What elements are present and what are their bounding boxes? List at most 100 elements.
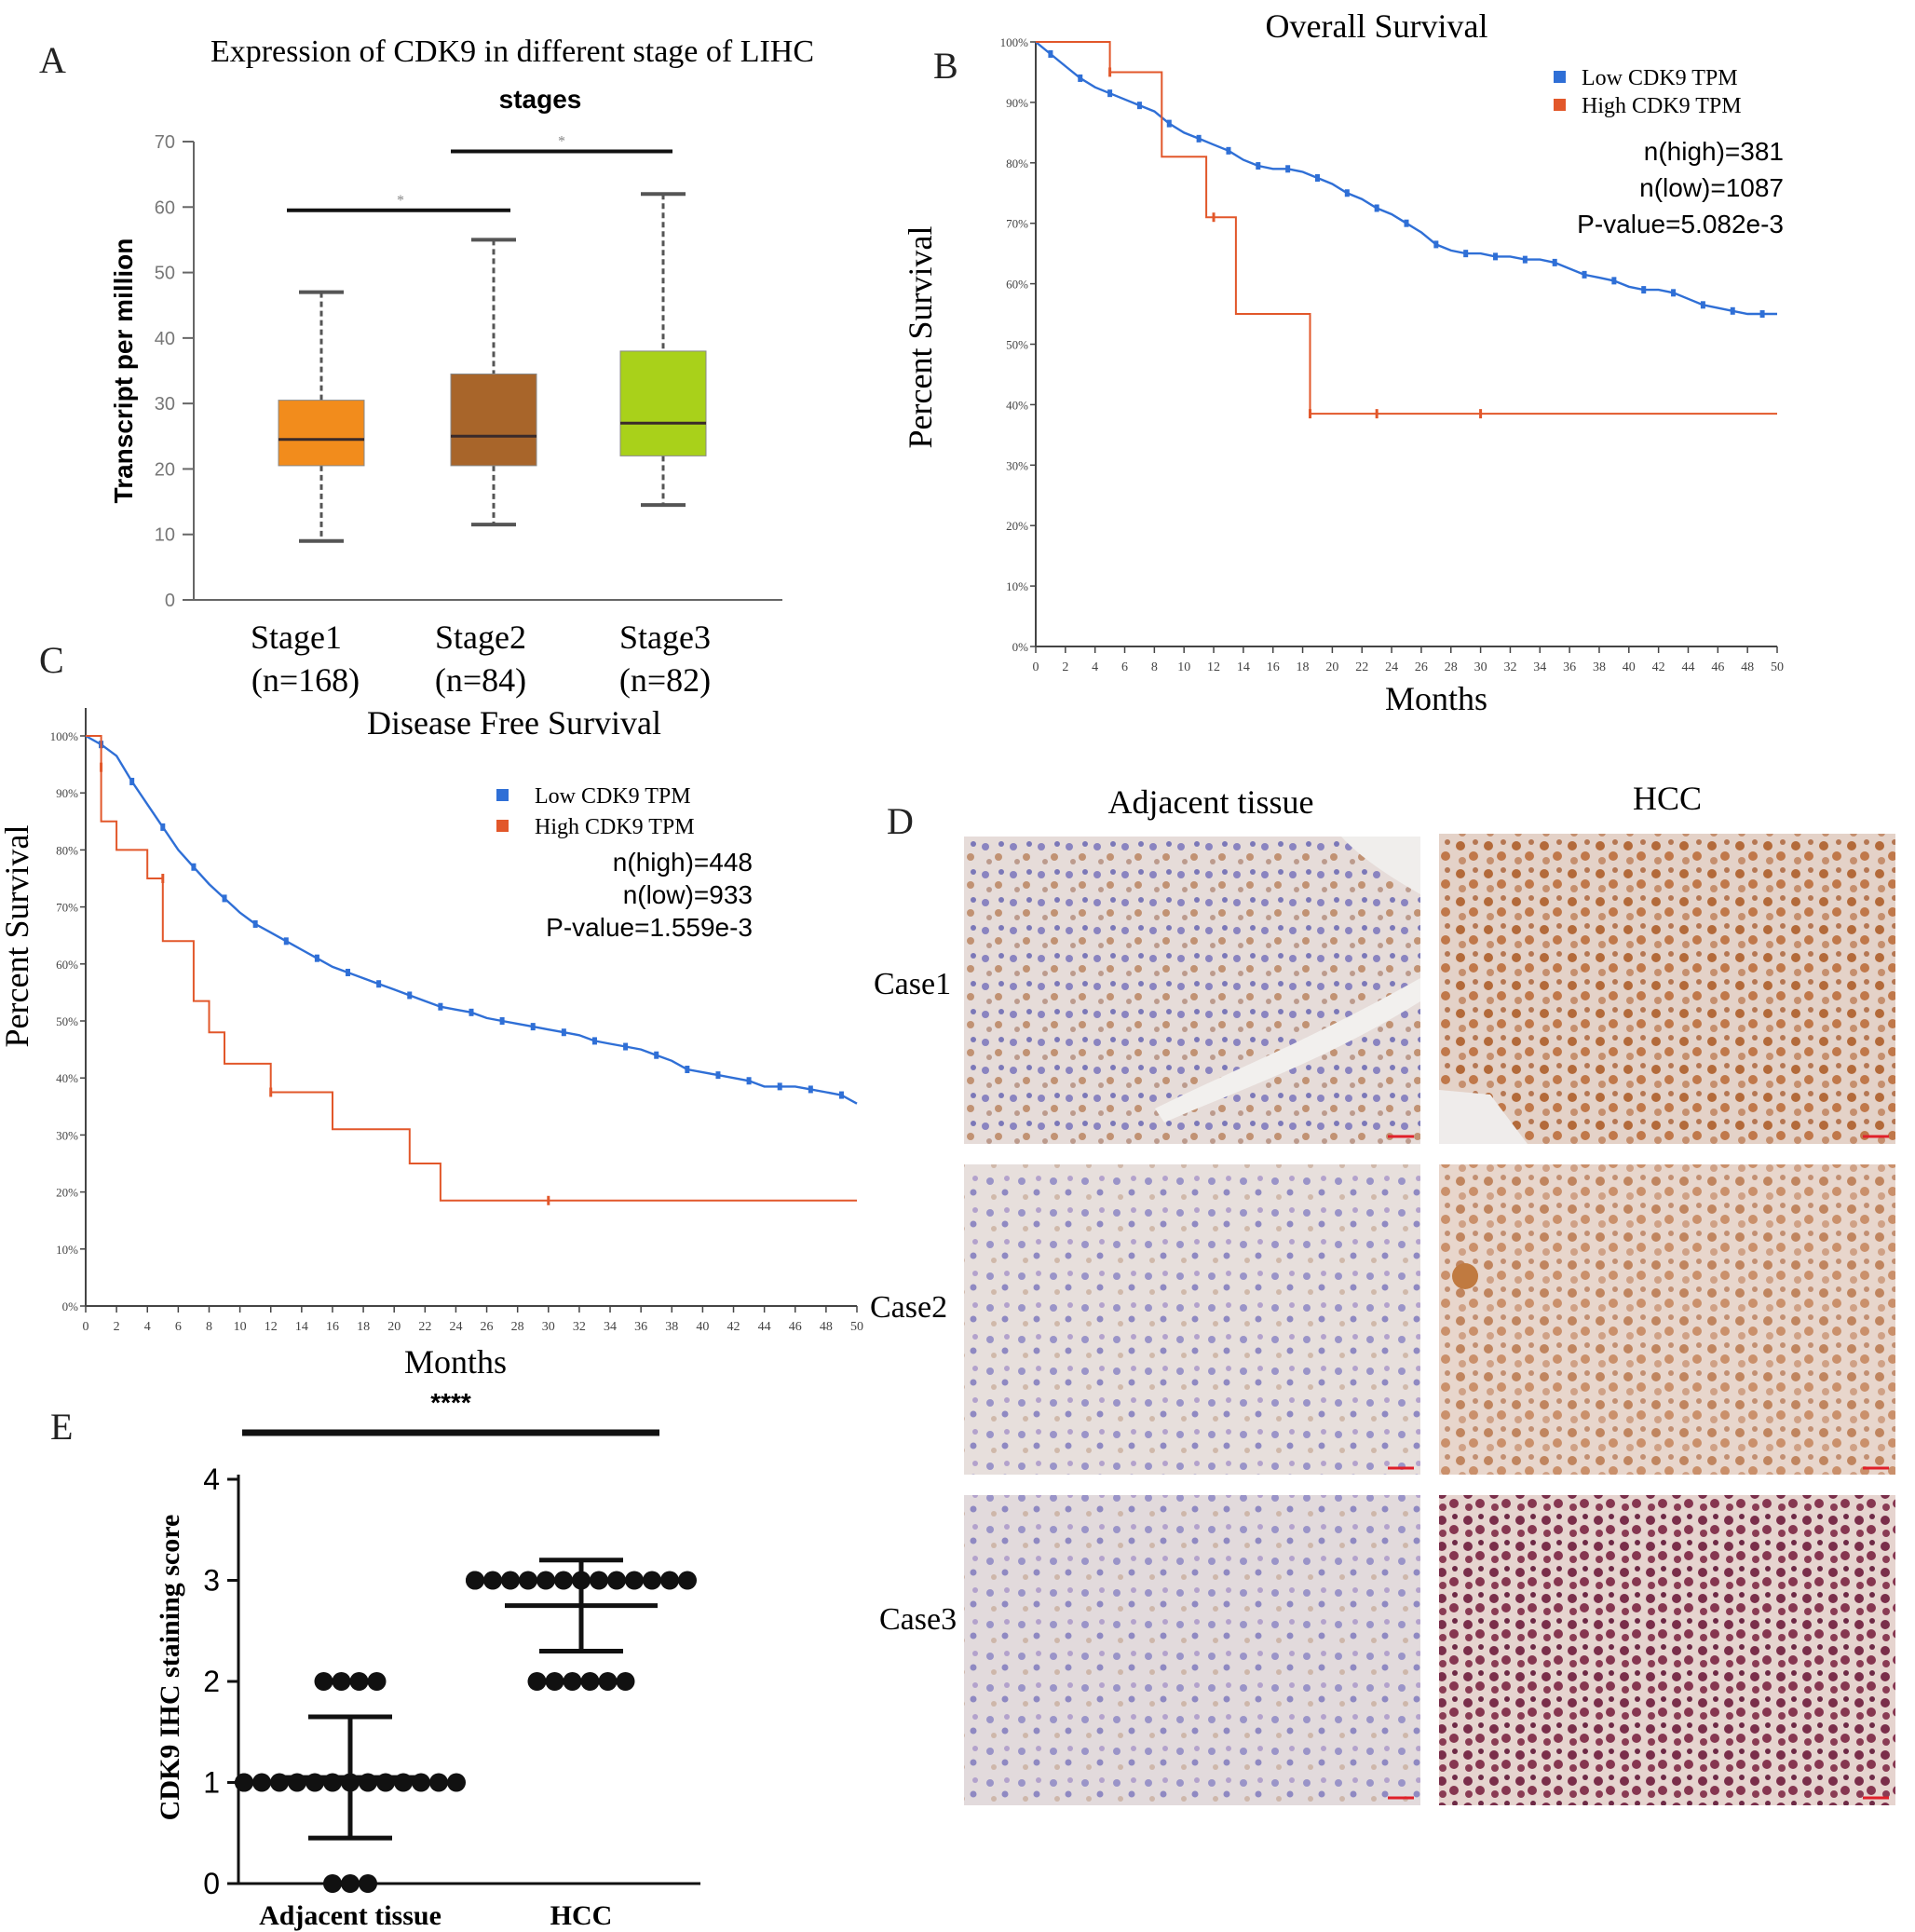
x-category-label: Stage2 (435, 619, 526, 656)
panel-label-c: C (39, 639, 64, 681)
censor-mark-low (530, 1023, 536, 1031)
panel-label-d: D (887, 800, 914, 842)
y-tick-label: 50% (56, 1014, 78, 1028)
box-body (278, 400, 365, 467)
y-tick-label: 20 (155, 459, 175, 480)
column-header-hcc: HCC (1633, 780, 1702, 817)
censor-mark-low (438, 1002, 443, 1011)
data-point (367, 1672, 387, 1691)
y-tick-label: 30% (56, 1128, 78, 1142)
x-tick-label: 30 (1474, 660, 1487, 674)
censor-mark-low (1759, 310, 1765, 319)
legend-entry-low: Low CDK9 TPM (1582, 66, 1738, 90)
stat-p-value: P-value=5.082e-3 (1577, 210, 1784, 238)
data-point (359, 1874, 377, 1893)
data-point (349, 1672, 369, 1691)
panel-a-boxplot: A Expression of CDK9 in different stage … (39, 34, 814, 699)
stat-n-high: n(high)=381 (1644, 137, 1784, 166)
survival-curve-high (1036, 41, 1777, 415)
panel-label-a: A (39, 39, 66, 81)
x-tick-label: 16 (1267, 660, 1280, 674)
x-tick-label: 4 (1092, 660, 1098, 674)
x-tick-label: 30 (542, 1320, 555, 1334)
censor-mark-low (469, 1008, 474, 1016)
y-tick-label: 60% (1006, 278, 1028, 292)
x-tick-label: 32 (1503, 660, 1516, 674)
y-tick-label: 0% (62, 1299, 79, 1313)
data-point (580, 1672, 600, 1691)
x-category-label: Stage1 (251, 619, 342, 656)
x-tick-label: 10 (1177, 660, 1190, 674)
chart-subtitle: stages (499, 85, 582, 114)
data-point (527, 1672, 547, 1691)
x-tick-label: 36 (1563, 660, 1576, 674)
data-point (625, 1571, 644, 1590)
stat-n-low: n(low)=1087 (1639, 173, 1784, 202)
censor-mark-low (1404, 219, 1409, 227)
censor-mark-low (777, 1082, 782, 1091)
x-tick-label: 44 (1681, 660, 1694, 674)
data-point (660, 1571, 679, 1590)
data-point (323, 1874, 342, 1893)
x-tick-label: 40 (696, 1320, 709, 1334)
x-tick-label: 40 (1623, 660, 1636, 674)
y-tick-label: 20% (1006, 519, 1028, 533)
y-tick-label: 100% (50, 729, 79, 743)
data-point (554, 1571, 573, 1590)
x-tick-label: 16 (326, 1320, 339, 1334)
censor-mark-low (191, 863, 197, 871)
data-point (332, 1672, 351, 1691)
survival-curve-high (86, 735, 857, 1202)
censor-mark-low (561, 1028, 566, 1037)
x-axis-label: Months (404, 1343, 507, 1381)
ihc-image-case3-hcc (1439, 1495, 1895, 1805)
censor-mark-low (1107, 89, 1113, 98)
y-tick-label: 4 (203, 1463, 220, 1496)
y-tick-label: 50% (1006, 338, 1028, 352)
censor-mark-low (499, 1017, 505, 1025)
legend-swatch-high (1554, 99, 1566, 111)
row-label-case2: Case2 (870, 1290, 947, 1325)
y-tick-label: 3 (203, 1564, 220, 1598)
ihc-image-case2-hcc (1439, 1164, 1895, 1475)
y-tick-label: 10 (155, 525, 175, 546)
x-tick-label: 48 (1741, 660, 1754, 674)
y-tick-label: 40 (155, 329, 175, 349)
x-tick-label: 2 (114, 1320, 120, 1334)
censor-mark-low (1256, 162, 1261, 170)
x-tick-label: 0 (83, 1320, 89, 1334)
censor-mark-low (1463, 250, 1469, 258)
censor-mark-low (1611, 277, 1617, 285)
y-tick-label: 20% (56, 1186, 78, 1200)
legend: Low CDK9 TPM High CDK9 TPM (496, 784, 695, 839)
x-tick-label: 12 (265, 1320, 278, 1334)
x-tick-label: 24 (1385, 660, 1398, 674)
censor-mark-low (591, 1037, 597, 1045)
x-tick-label: 32 (573, 1320, 586, 1334)
censor-mark-low (623, 1042, 629, 1051)
y-tick-label: 90% (1006, 96, 1028, 110)
x-tick-label: 36 (634, 1320, 647, 1334)
box-body (450, 374, 537, 467)
data-point (519, 1571, 537, 1590)
scale-bars (1388, 1135, 1889, 1800)
box-body (619, 350, 707, 456)
censor-mark-low (1730, 306, 1735, 315)
x-tick-label: 6 (175, 1320, 182, 1334)
x-tick-label: 8 (206, 1320, 212, 1334)
y-tick-label: 70 (155, 132, 175, 153)
x-tick-label: 14 (295, 1320, 308, 1334)
y-tick-label: 1 (203, 1766, 220, 1800)
x-tick-label: 18 (357, 1320, 370, 1334)
y-tick-label: 2 (203, 1665, 220, 1698)
censor-mark-low (1641, 286, 1647, 294)
data-point (235, 1773, 253, 1792)
x-tick-label: 48 (820, 1320, 833, 1334)
censor-mark-low (1196, 134, 1202, 143)
x-tick-label: 50 (1771, 660, 1784, 674)
censor-mark-low (1700, 301, 1705, 309)
significance-mark: * (558, 134, 565, 150)
data-point (598, 1672, 618, 1691)
data-point (607, 1571, 626, 1590)
